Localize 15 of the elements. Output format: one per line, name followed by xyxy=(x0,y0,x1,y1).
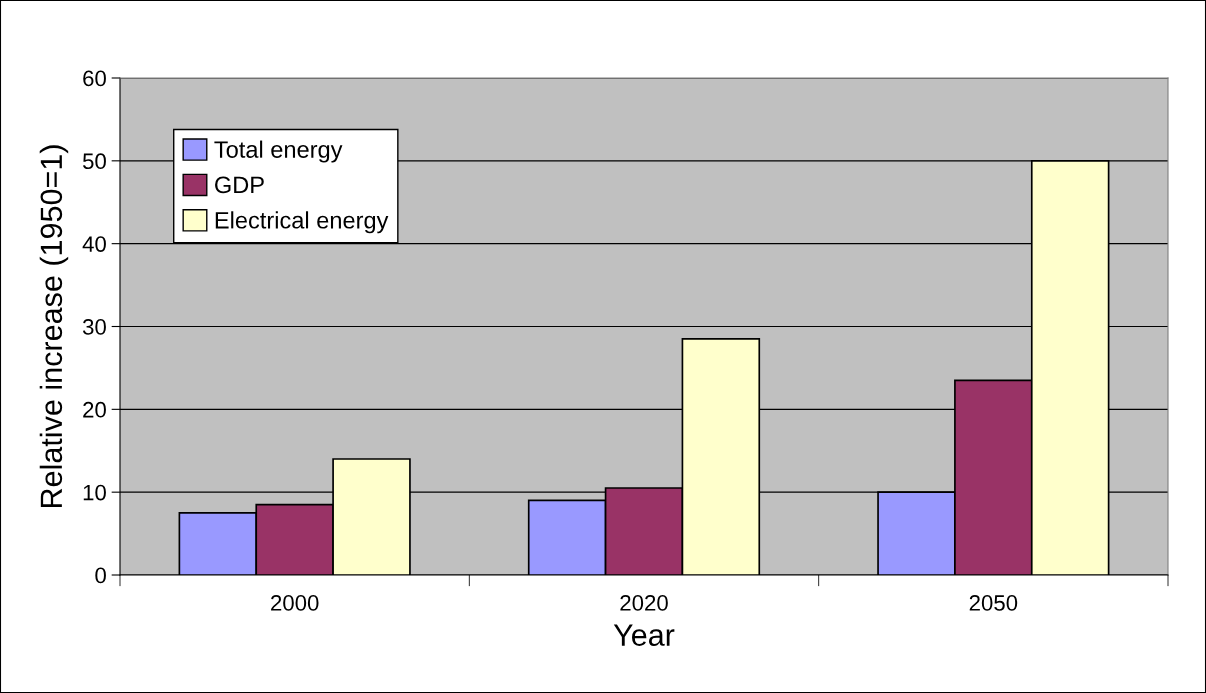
x-tick-label: 2000 xyxy=(271,595,319,611)
y-tick-label: 20 xyxy=(83,401,106,418)
y-tick-label: 60 xyxy=(83,70,106,87)
legend-label: Total energy xyxy=(214,140,343,163)
x-tick-label: 2050 xyxy=(969,595,1018,611)
y-axis-title: Relative increase (1950=1) xyxy=(39,145,69,507)
x-axis-title: Year xyxy=(613,624,675,646)
y-tick-label: 10 xyxy=(83,484,106,501)
y-tick-label: 40 xyxy=(82,236,106,252)
legend-label: GDP xyxy=(215,176,264,194)
x-tick-label: 2020 xyxy=(620,595,668,611)
y-tick-label: 0 xyxy=(95,567,106,584)
y-tick-label: 50 xyxy=(82,153,106,170)
y-tick-label: 30 xyxy=(82,319,106,335)
legend-label: Electrical energy xyxy=(215,211,389,234)
